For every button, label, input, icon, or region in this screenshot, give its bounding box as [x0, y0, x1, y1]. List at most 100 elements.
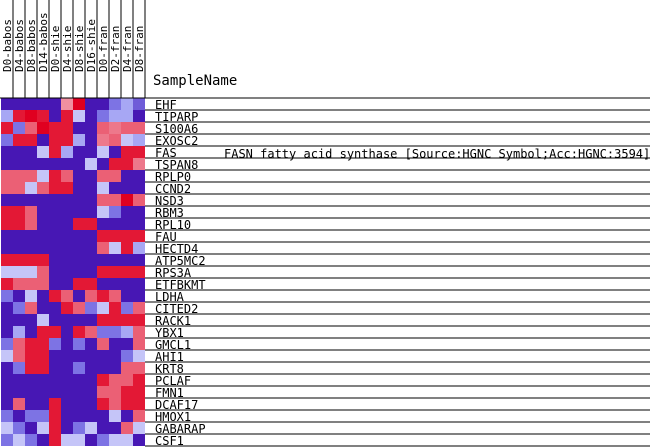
heatmap-cell — [121, 98, 133, 110]
column-label: D14-babos — [37, 12, 50, 72]
heatmap-cell — [97, 374, 109, 386]
heatmap-cell — [121, 338, 133, 350]
heatmap-cell — [13, 374, 25, 386]
heatmap-cell — [85, 98, 97, 110]
heatmap-cell — [85, 122, 97, 134]
heatmap-cell — [25, 194, 37, 206]
heatmap-cell — [73, 290, 85, 302]
heatmap-cell — [85, 230, 97, 242]
heatmap-cell — [133, 218, 145, 230]
row-label: CSF1 — [155, 434, 184, 447]
heatmap-cell — [109, 158, 121, 170]
heatmap-cell — [13, 206, 25, 218]
heatmap-cell — [121, 170, 133, 182]
heatmap-cell — [121, 386, 133, 398]
heatmap-cell — [25, 170, 37, 182]
column-label: D16-shie — [85, 19, 98, 72]
heatmap-cell — [49, 338, 61, 350]
heatmap-cell — [109, 146, 121, 158]
heatmap-cell — [13, 158, 25, 170]
heatmap-cell — [109, 434, 121, 446]
heatmap-cell — [97, 254, 109, 266]
heatmap-cell — [121, 362, 133, 374]
heatmap-cell — [61, 410, 73, 422]
heatmap-cell — [37, 146, 49, 158]
heatmap-cell — [121, 326, 133, 338]
heatmap-cell — [61, 302, 73, 314]
heatmap-cell — [25, 122, 37, 134]
heatmap-cell — [73, 98, 85, 110]
heatmap-cell — [1, 158, 13, 170]
heatmap-cell — [97, 314, 109, 326]
heatmap-cell — [1, 110, 13, 122]
heatmap-cell — [1, 302, 13, 314]
column-label: D0-babos — [1, 19, 14, 72]
row-label: FMN1 — [155, 386, 184, 400]
heatmap-cell — [109, 410, 121, 422]
column-label: D2-fran — [109, 26, 122, 72]
heatmap-cell — [73, 170, 85, 182]
heatmap-cell — [25, 338, 37, 350]
heatmap-cell — [121, 110, 133, 122]
heatmap-cell — [97, 422, 109, 434]
row-label: TSPAN8 — [155, 158, 198, 172]
heatmap-cell — [121, 422, 133, 434]
heatmap-cell — [97, 230, 109, 242]
heatmap-cell — [109, 278, 121, 290]
heatmap-cell — [13, 338, 25, 350]
heatmap-cell — [49, 422, 61, 434]
heatmap-cell — [61, 146, 73, 158]
heatmap-cell — [85, 170, 97, 182]
heatmap-cell — [61, 422, 73, 434]
heatmap-cell — [49, 302, 61, 314]
heatmap-cell — [85, 434, 97, 446]
heatmap-cell — [1, 134, 13, 146]
heatmap-cell — [97, 434, 109, 446]
row-label: EHF — [155, 98, 177, 112]
heatmap-cell — [13, 134, 25, 146]
heatmap-cell — [85, 158, 97, 170]
heatmap-cell — [133, 194, 145, 206]
heatmap-cell — [133, 434, 145, 446]
heatmap-cell — [37, 278, 49, 290]
heatmap-cell — [133, 314, 145, 326]
heatmap-cell — [61, 206, 73, 218]
heatmap-cells — [1, 98, 145, 446]
heatmap-cell — [73, 434, 85, 446]
heatmap-cell — [13, 278, 25, 290]
heatmap-cell — [85, 302, 97, 314]
heatmap-cell — [133, 122, 145, 134]
heatmap-cell — [121, 218, 133, 230]
heatmap-cell — [37, 98, 49, 110]
heatmap-cell — [37, 362, 49, 374]
heatmap-cell — [97, 302, 109, 314]
heatmap-cell — [13, 170, 25, 182]
heatmap-cell — [73, 218, 85, 230]
heatmap-cell — [13, 146, 25, 158]
heatmap-cell — [37, 170, 49, 182]
heatmap-cell — [37, 182, 49, 194]
heatmap-cell — [25, 218, 37, 230]
heatmap-cell — [25, 266, 37, 278]
heatmap-cell — [13, 398, 25, 410]
row-label: KRT8 — [155, 362, 184, 376]
heatmap-cell — [109, 290, 121, 302]
heatmap-cell — [61, 194, 73, 206]
heatmap-cell — [61, 434, 73, 446]
heatmap-cell — [1, 398, 13, 410]
sample-name-header: SampleName — [153, 73, 237, 89]
heatmap-cell — [133, 398, 145, 410]
heatmap-cell — [25, 374, 37, 386]
heatmap-cell — [37, 434, 49, 446]
heatmap-cell — [37, 326, 49, 338]
row-label: ETFBKMT — [155, 278, 206, 292]
heatmap-cell — [37, 110, 49, 122]
heatmap-cell — [97, 338, 109, 350]
heatmap-cell — [61, 278, 73, 290]
heatmap-cell — [73, 374, 85, 386]
heatmap-cell — [97, 134, 109, 146]
row-label: CCND2 — [155, 182, 191, 196]
heatmap-cell — [85, 182, 97, 194]
heatmap-cell — [49, 410, 61, 422]
column-label: D8-fran — [133, 26, 146, 72]
